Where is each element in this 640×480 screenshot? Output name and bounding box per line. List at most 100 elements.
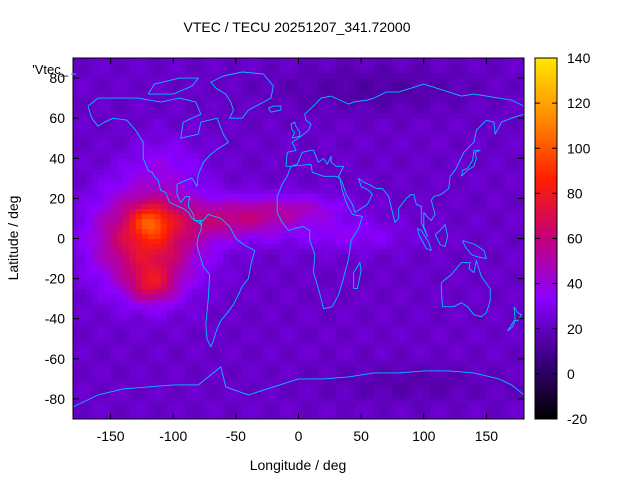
heatmap-cell bbox=[348, 263, 356, 270]
heatmap-cell bbox=[179, 358, 187, 365]
heatmap-cell bbox=[166, 63, 174, 69]
heatmap-cell bbox=[91, 153, 99, 159]
heatmap-cell bbox=[79, 68, 87, 74]
heatmap-cell bbox=[73, 168, 80, 174]
heatmap-cell bbox=[436, 373, 444, 380]
heatmap-cell bbox=[104, 153, 112, 159]
heatmap-cell bbox=[254, 158, 262, 164]
heatmap-cell bbox=[223, 363, 231, 370]
heatmap-cell bbox=[467, 303, 475, 310]
heatmap-cell bbox=[116, 153, 124, 159]
heatmap-cell bbox=[417, 233, 425, 240]
heatmap-cell bbox=[160, 123, 168, 129]
heatmap-cell bbox=[448, 268, 456, 275]
heatmap-cell bbox=[367, 268, 375, 275]
heatmap-cell bbox=[379, 373, 387, 380]
heatmap-cell bbox=[373, 203, 381, 210]
heatmap-cell bbox=[273, 58, 281, 64]
heatmap-cell bbox=[85, 168, 93, 174]
heatmap-cell bbox=[467, 378, 475, 385]
heatmap-cell bbox=[448, 223, 456, 230]
heatmap-cell bbox=[329, 378, 337, 385]
heatmap-cell bbox=[141, 178, 149, 184]
heatmap-cell bbox=[317, 118, 325, 124]
heatmap-cell bbox=[223, 263, 231, 270]
heatmap-cell bbox=[329, 278, 337, 285]
heatmap-cell bbox=[217, 113, 224, 119]
heatmap-cell bbox=[204, 128, 212, 134]
heatmap-cell bbox=[317, 183, 325, 189]
heatmap-cell bbox=[204, 213, 212, 220]
heatmap-cell bbox=[417, 173, 425, 179]
heatmap-cell bbox=[73, 123, 80, 129]
heatmap-cell bbox=[411, 313, 419, 320]
heatmap-cell bbox=[217, 128, 224, 134]
heatmap-cell bbox=[473, 133, 481, 139]
heatmap-cell bbox=[336, 408, 343, 415]
heatmap-cell bbox=[386, 403, 394, 410]
heatmap-cell bbox=[505, 278, 513, 285]
heatmap-cell bbox=[116, 288, 124, 295]
heatmap-cell bbox=[135, 78, 143, 84]
heatmap-cell bbox=[210, 313, 218, 320]
heatmap-cell bbox=[285, 238, 293, 245]
heatmap-cell bbox=[336, 138, 343, 144]
heatmap-cell bbox=[317, 378, 325, 385]
heatmap-cell bbox=[342, 283, 350, 290]
heatmap-cell bbox=[473, 288, 481, 295]
heatmap-cell bbox=[404, 353, 412, 360]
heatmap-cell bbox=[79, 378, 87, 385]
heatmap-cell bbox=[185, 318, 193, 325]
heatmap-cell bbox=[135, 58, 143, 64]
heatmap-cell bbox=[423, 138, 431, 144]
heatmap-cell bbox=[141, 328, 149, 335]
heatmap-cell bbox=[342, 223, 350, 230]
heatmap-cell bbox=[254, 303, 262, 310]
heatmap-cell bbox=[242, 373, 249, 380]
heatmap-cell bbox=[455, 233, 462, 240]
heatmap-cell bbox=[492, 223, 500, 230]
heatmap-cell bbox=[91, 138, 99, 144]
heatmap-cell bbox=[361, 113, 368, 119]
heatmap-cell bbox=[436, 313, 444, 320]
heatmap-cell bbox=[480, 158, 488, 164]
heatmap-cell bbox=[235, 148, 243, 154]
heatmap-cell bbox=[254, 323, 262, 330]
heatmap-cell bbox=[486, 243, 494, 250]
heatmap-cell bbox=[179, 348, 187, 355]
heatmap-cell bbox=[279, 168, 287, 174]
heatmap-cell bbox=[73, 298, 80, 305]
heatmap-cell bbox=[91, 58, 99, 64]
heatmap-cell bbox=[279, 108, 287, 114]
heatmap-cell bbox=[204, 348, 212, 355]
heatmap-cell bbox=[116, 358, 124, 365]
heatmap-cell bbox=[104, 103, 112, 109]
heatmap-cell bbox=[85, 178, 93, 184]
heatmap-cell bbox=[285, 253, 293, 260]
heatmap-cell bbox=[411, 113, 419, 119]
heatmap-cell bbox=[342, 273, 350, 280]
heatmap-cell bbox=[285, 158, 293, 164]
heatmap-cell bbox=[141, 173, 149, 179]
heatmap-cell bbox=[304, 413, 312, 419]
heatmap-cell bbox=[129, 173, 137, 179]
heatmap-cell bbox=[417, 183, 425, 189]
heatmap-cell bbox=[423, 123, 431, 129]
heatmap-cell bbox=[135, 213, 143, 220]
heatmap-cell bbox=[430, 313, 437, 320]
heatmap-cell bbox=[104, 308, 112, 315]
heatmap-cell bbox=[129, 328, 137, 335]
heatmap-cell bbox=[279, 363, 287, 370]
heatmap-cell bbox=[204, 323, 212, 330]
heatmap-cell bbox=[386, 243, 394, 250]
heatmap-cell bbox=[386, 318, 394, 325]
heatmap-cell bbox=[436, 273, 444, 280]
heatmap-cell bbox=[198, 318, 206, 325]
heatmap-cell bbox=[98, 403, 105, 410]
heatmap-cell bbox=[492, 88, 500, 94]
heatmap-cell bbox=[242, 288, 249, 295]
heatmap-cell bbox=[311, 233, 318, 240]
heatmap-cell bbox=[323, 293, 331, 300]
heatmap-cell bbox=[367, 408, 375, 415]
heatmap-cell bbox=[430, 283, 437, 290]
